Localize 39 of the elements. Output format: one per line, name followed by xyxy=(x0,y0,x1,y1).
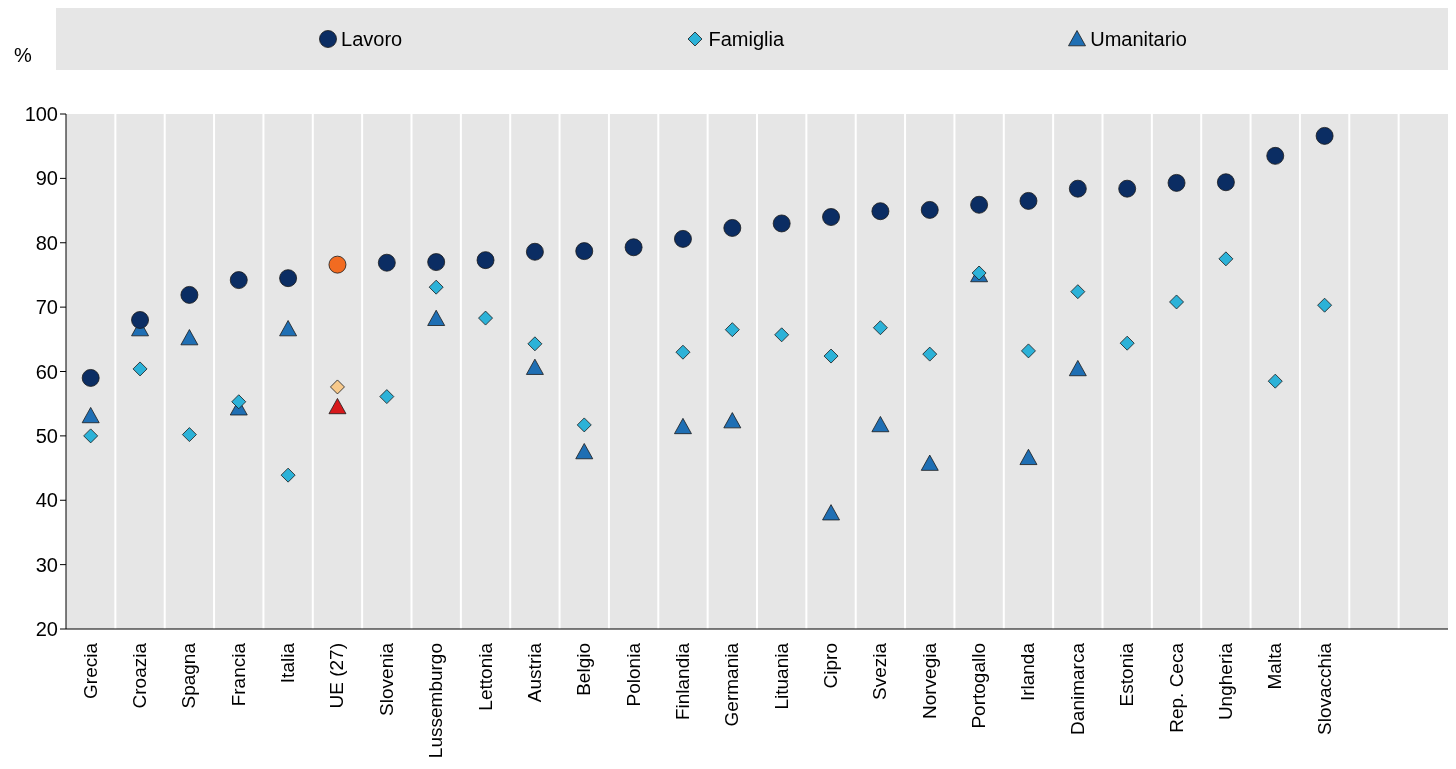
x-tick-label: Portogallo xyxy=(968,643,990,729)
x-tick-label: UE (27) xyxy=(326,643,348,709)
x-tick-label: Lituania xyxy=(770,642,792,710)
x-tick-label: Francia xyxy=(227,642,249,707)
legend-label: Famiglia xyxy=(708,27,785,51)
x-tick-label: Norvegia xyxy=(918,642,940,720)
x-tick-label: Cipro xyxy=(820,643,842,689)
y-tick-label: 40 xyxy=(35,489,58,512)
x-tick-label: Croazia xyxy=(129,642,151,709)
legend-label: Lavoro xyxy=(341,27,403,51)
x-tick-label: Austria xyxy=(523,642,545,703)
y-tick-label: 20 xyxy=(35,618,58,641)
x-tick-label: Estonia xyxy=(1116,642,1138,707)
x-tick-label: Finlandia xyxy=(671,642,693,721)
y-tick-label: 80 xyxy=(35,231,58,254)
x-tick-label: Irlanda xyxy=(1017,642,1039,702)
x-tick-label: Slovenia xyxy=(375,642,397,716)
x-tick-label: Rep. Ceca xyxy=(1165,642,1187,733)
x-tick-label: Svezia xyxy=(869,642,891,701)
x-tick-label: Lussemburgo xyxy=(425,643,447,759)
x-tick-label: Polonia xyxy=(622,642,644,707)
x-tick-label: Germania xyxy=(721,642,743,727)
y-tick-label: 60 xyxy=(35,360,58,383)
x-tick-label: Lettonia xyxy=(474,642,496,711)
x-tick-label: Slovacchia xyxy=(1313,642,1335,735)
x-tick-label: Ungheria xyxy=(1214,642,1236,721)
y-tick-label: 70 xyxy=(35,296,58,319)
y-tick-label: 90 xyxy=(35,167,58,190)
y-axis-title: % xyxy=(14,44,32,67)
legend-label: Umanitario xyxy=(1090,27,1187,51)
x-tick-label: Spagna xyxy=(178,642,200,709)
y-tick-label: 50 xyxy=(35,424,58,447)
x-tick-label: Belgio xyxy=(573,643,595,696)
y-tick-label: 100 xyxy=(24,103,58,126)
y-tick-label: 30 xyxy=(35,553,58,576)
x-tick-label: Danimarca xyxy=(1066,642,1088,735)
x-tick-label: Grecia xyxy=(79,642,101,699)
x-tick-label: Italia xyxy=(277,642,299,684)
x-tick-label: Malta xyxy=(1264,642,1286,690)
